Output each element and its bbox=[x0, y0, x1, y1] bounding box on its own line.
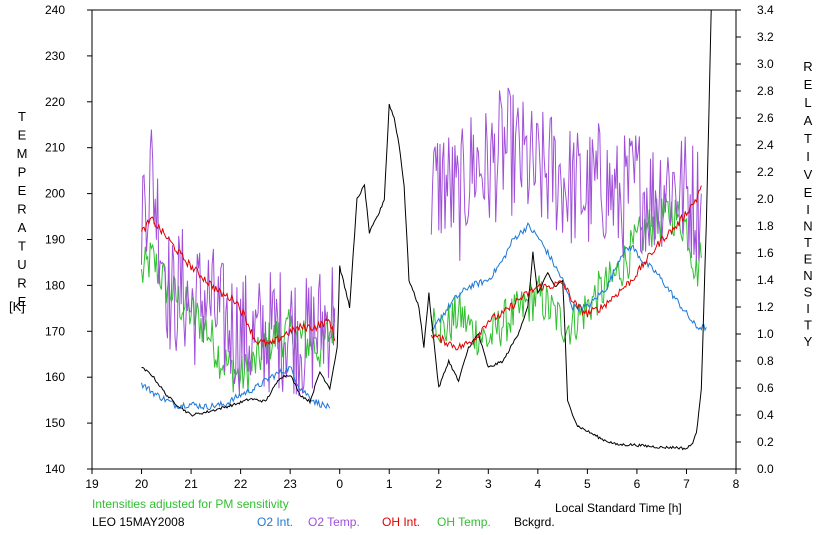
x-tick-label: 7 bbox=[683, 477, 690, 491]
y-right-label-letter: T bbox=[804, 131, 812, 146]
y-left-tick-label: 180 bbox=[45, 278, 65, 292]
y-right-label-letter: E bbox=[804, 252, 813, 267]
y-right-tick-label: 2.0 bbox=[757, 192, 774, 206]
y-left-label-letter: T bbox=[18, 239, 26, 254]
legend-oh-temp: OH Temp. bbox=[437, 515, 491, 529]
y-right-tick-label: 2.8 bbox=[757, 84, 774, 98]
y-right-tick-label: 3.0 bbox=[757, 57, 774, 71]
x-axis-label: Local Standard Time [h] bbox=[555, 501, 682, 515]
y-left-tick-label: 160 bbox=[45, 370, 65, 384]
series-line-oh-int bbox=[141, 216, 336, 348]
y-right-tick-label: 0.0 bbox=[757, 462, 774, 476]
y-right-label-letter: E bbox=[804, 185, 813, 200]
series-line-o2-temp bbox=[430, 87, 702, 261]
x-tick-label: 20 bbox=[135, 477, 149, 491]
y-left-label-letter: A bbox=[18, 220, 27, 235]
series-line-o2-temp bbox=[141, 129, 336, 396]
y-left-label-letter: T bbox=[18, 109, 26, 124]
x-tick-label: 0 bbox=[336, 477, 343, 491]
y-right-label-letter: T bbox=[804, 235, 812, 250]
y-right-tick-label: 0.4 bbox=[757, 408, 774, 422]
y-right-label-letter: E bbox=[804, 77, 813, 92]
y-right-tick-label: 2.2 bbox=[757, 165, 774, 179]
series-line-o2-int bbox=[141, 365, 331, 411]
plot-frame bbox=[91, 9, 737, 470]
y-left-tick-label: 220 bbox=[45, 95, 65, 109]
y-right-label-letter: N bbox=[803, 219, 812, 234]
x-tick-label: 5 bbox=[584, 477, 591, 491]
y-right-label-letter: I bbox=[806, 202, 810, 217]
x-tick-label: 2 bbox=[435, 477, 442, 491]
x-tick-label: 22 bbox=[234, 477, 248, 491]
y-right-label-letter: I bbox=[806, 149, 810, 164]
series-layer bbox=[141, 9, 712, 451]
y-left-label-letter: E bbox=[18, 183, 27, 198]
y-axis-left-unit: [K] bbox=[9, 299, 25, 314]
y-right-label-letter: A bbox=[804, 113, 813, 128]
y-left-tick-label: 200 bbox=[45, 187, 65, 201]
y-right-tick-label: 0.6 bbox=[757, 381, 774, 395]
y-left-label-letter: U bbox=[17, 257, 26, 272]
y-right-tick-label: 0.2 bbox=[757, 435, 774, 449]
y-right-tick-label: 1.0 bbox=[757, 327, 774, 341]
y-right-tick-label: 2.6 bbox=[757, 111, 774, 125]
y-right-label-letter: S bbox=[804, 285, 813, 300]
y-right-label-letter: N bbox=[803, 268, 812, 283]
y-right-label-letter: T bbox=[804, 318, 812, 333]
x-tick-label: 23 bbox=[283, 477, 297, 491]
y-left-label-letter: E bbox=[18, 128, 27, 143]
y-left-label-letter: P bbox=[18, 165, 27, 180]
x-tick-label: 21 bbox=[184, 477, 198, 491]
series-line-oh-temp bbox=[430, 193, 702, 356]
x-tick-label: 19 bbox=[85, 477, 99, 491]
y-left-tick-label: 170 bbox=[45, 324, 65, 338]
series-line-bckgrd bbox=[141, 9, 712, 451]
site-date-label: LEO 15MAY2008 bbox=[92, 515, 185, 529]
x-tick-label: 6 bbox=[634, 477, 641, 491]
y-right-tick-label: 0.8 bbox=[757, 354, 774, 368]
axes-layer: 19 20 21 22 23 0 1 2 3 4 5 6 7 8140150160170180190200… bbox=[45, 3, 774, 491]
legend-o2-int: O2 Int. bbox=[257, 515, 293, 529]
y-left-tick-label: 210 bbox=[45, 141, 65, 155]
y-right-label-letter: R bbox=[803, 59, 812, 74]
x-tick-label: 1 bbox=[386, 477, 393, 491]
x-tick-label: 8 bbox=[733, 477, 740, 491]
y-right-tick-label: 1.2 bbox=[757, 300, 774, 314]
pm-sensitivity-note: Intensities adjusted for PM sensitivity bbox=[92, 497, 289, 511]
y-right-label-letter: L bbox=[804, 95, 811, 110]
y-left-label-letter: E bbox=[18, 294, 27, 309]
y-right-label-letter: V bbox=[804, 167, 813, 182]
y-right-tick-label: 3.2 bbox=[757, 30, 774, 44]
legend-o2-temp: O2 Temp. bbox=[308, 515, 360, 529]
x-tick-label: 3 bbox=[485, 477, 492, 491]
y-right-tick-label: 1.4 bbox=[757, 273, 774, 287]
y-left-tick-label: 240 bbox=[45, 3, 65, 17]
series-line-oh-int bbox=[430, 185, 702, 351]
y-left-tick-label: 140 bbox=[45, 462, 65, 476]
y-right-tick-label: 2.4 bbox=[757, 138, 774, 152]
y-left-tick-label: 150 bbox=[45, 416, 65, 430]
y-left-label-letter: R bbox=[17, 276, 26, 291]
legend-bckgrd: Bckgrd. bbox=[514, 515, 555, 529]
legend-oh-int: OH Int. bbox=[382, 515, 420, 529]
y-right-tick-label: 1.6 bbox=[757, 246, 774, 260]
x-tick-label: 4 bbox=[535, 477, 542, 491]
y-left-label-letter: R bbox=[17, 202, 26, 217]
y-right-tick-label: 1.8 bbox=[757, 219, 774, 233]
y-left-tick-label: 230 bbox=[45, 49, 65, 63]
y-left-tick-label: 190 bbox=[45, 233, 65, 247]
y-right-label-letter: I bbox=[806, 301, 810, 316]
series-line-o2-int bbox=[430, 222, 707, 332]
y-right-tick-label: 3.4 bbox=[757, 3, 774, 17]
y-left-label-letter: M bbox=[17, 146, 28, 161]
y-right-label-letter: Y bbox=[804, 334, 813, 349]
